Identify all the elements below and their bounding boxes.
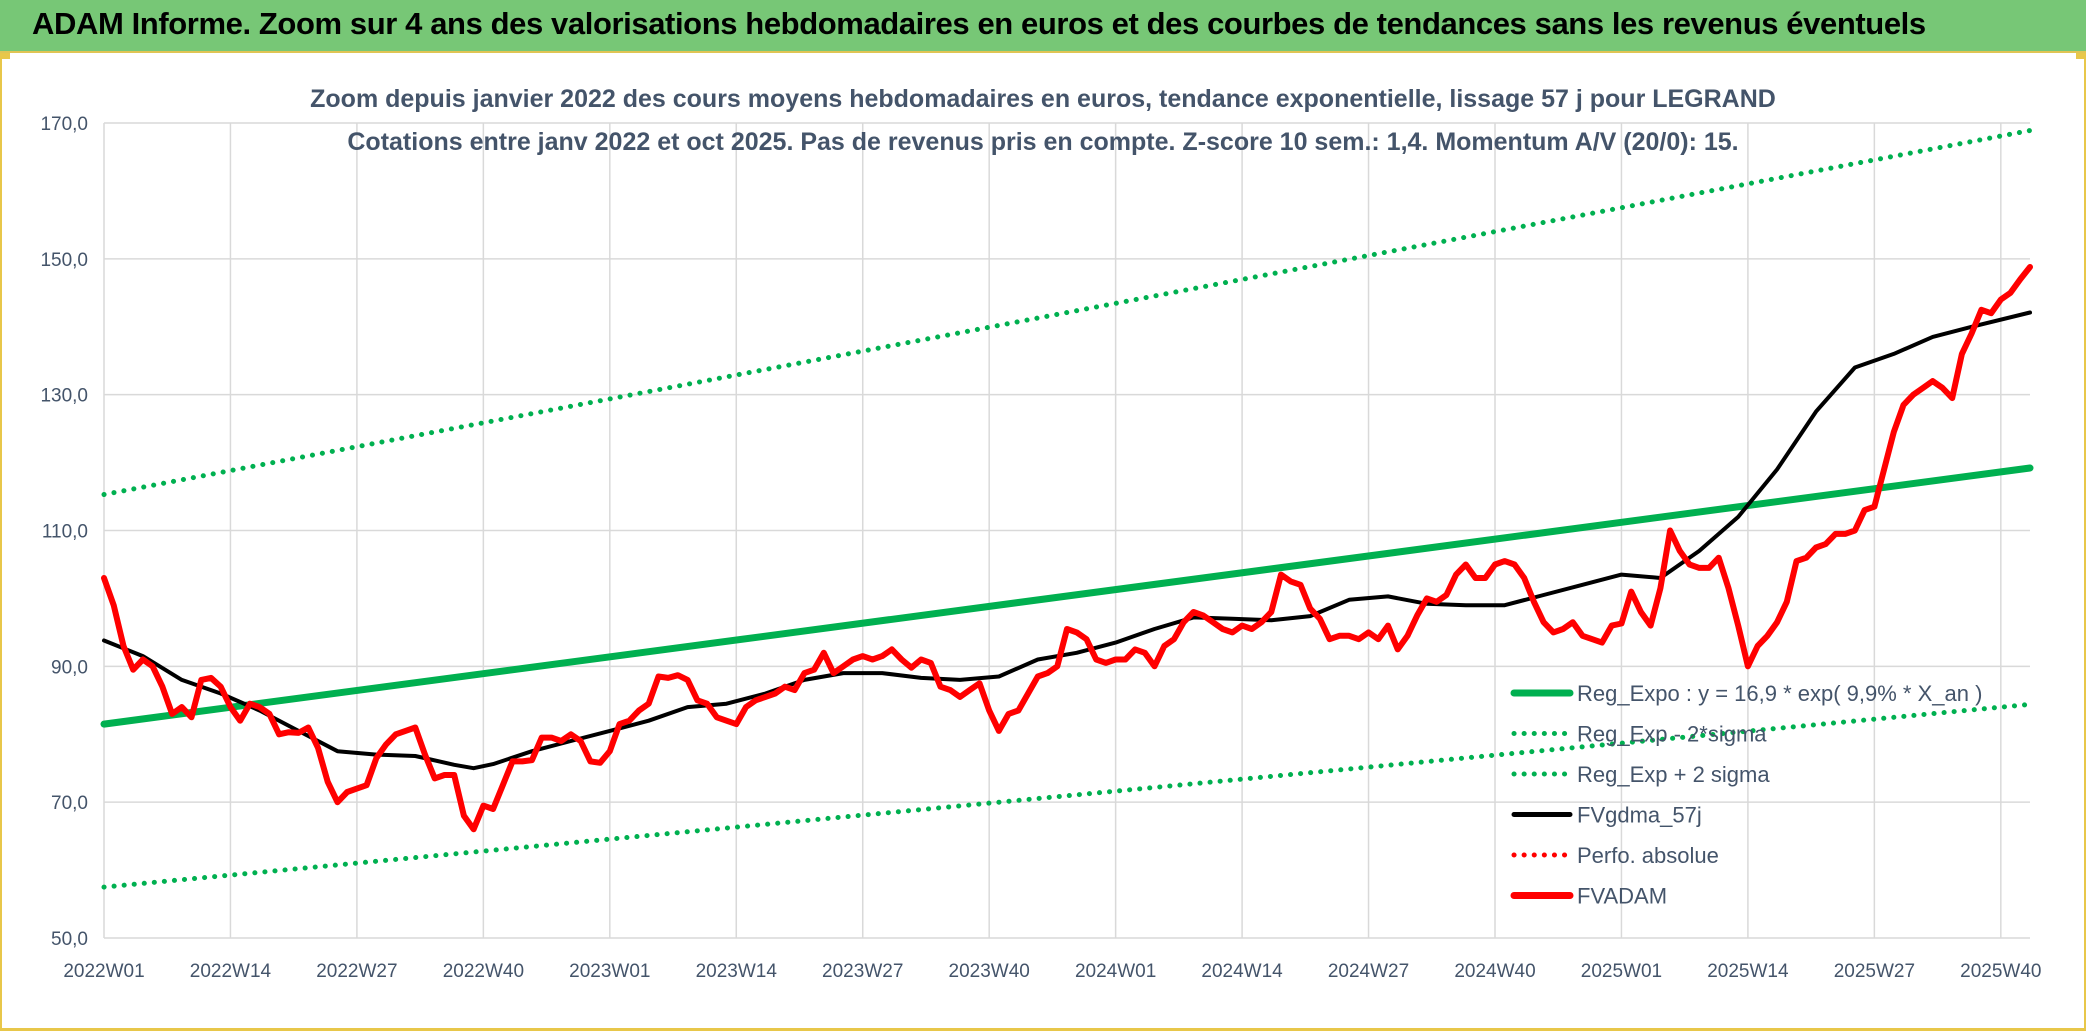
x-tick-label: 2024W40: [1454, 961, 1535, 982]
y-tick-label: 150,0: [40, 250, 88, 271]
x-tick-label: 2025W01: [1581, 961, 1662, 982]
legend-label: FVADAM: [1577, 884, 1667, 909]
x-tick-label: 2024W14: [1201, 961, 1283, 982]
x-tick-label: 2023W14: [696, 961, 778, 982]
series-lines: [100, 128, 2034, 890]
x-tick-label: 2023W40: [949, 961, 1030, 982]
y-tick-label: 110,0: [42, 522, 88, 543]
x-tick-label: 2022W01: [63, 961, 144, 982]
x-tick-label: 2025W14: [1707, 961, 1789, 982]
x-tick-label: 2023W27: [822, 961, 903, 982]
series-line-5: [101, 264, 2033, 833]
report-title: ADAM Informe. Zoom sur 4 ans des valoris…: [32, 6, 1926, 41]
y-tick-label: 70,0: [51, 793, 88, 814]
series-line-2: [101, 128, 2033, 497]
corner-accent-right: [2076, 53, 2086, 59]
x-tick-label: 2023W01: [569, 961, 650, 982]
x-tick-label: 2025W27: [1834, 961, 1915, 982]
x-tick-label: 2025W40: [1960, 961, 2041, 982]
chart-subtitle: Cotations entre janv 2022 et oct 2025. P…: [347, 128, 1738, 156]
x-tick-label: 2022W27: [316, 961, 397, 982]
legend-label: FVgdma_57j: [1577, 803, 1702, 828]
y-tick-label: 130,0: [40, 386, 88, 407]
corner-accent-left: [0, 53, 10, 59]
chart-title: Zoom depuis janvier 2022 des cours moyen…: [310, 85, 1776, 113]
x-tick-label: 2022W40: [443, 961, 524, 982]
x-tick-label: 2024W27: [1328, 961, 1409, 982]
legend-label: Reg_Exp + 2 sigma: [1577, 762, 1770, 787]
legend-label: Reg_Expo : y = 16,9 * exp( 9,9% * X_an ): [1577, 681, 1982, 706]
x-tick-label: 2022W14: [190, 961, 272, 982]
grid-lines: [103, 122, 2030, 939]
series-line-0: [100, 464, 2034, 728]
series-line-1: [101, 701, 2033, 890]
report-header: ADAM Informe. Zoom sur 4 ans des valoris…: [0, 0, 2086, 53]
legend: Reg_Expo : y = 16,9 * exp( 9,9% * X_an )…: [1510, 681, 1982, 909]
y-tick-label: 50,0: [51, 929, 88, 950]
y-tick-label: 170,0: [40, 114, 88, 135]
y-axis-ticks: 50,0 70,0 90,0 110,0 130,0 150,0 170,0: [40, 114, 88, 950]
y-tick-label: 90,0: [51, 657, 88, 678]
legend-label: Perfo. absolue: [1577, 843, 1719, 868]
x-axis-ticks: 2022W01 2022W14 2022W27 2022W40 2023W01 2023W…: [63, 961, 2041, 982]
x-tick-label: 2024W01: [1075, 961, 1156, 982]
legend-label: Reg_Exp - 2*sigma: [1577, 722, 1767, 747]
